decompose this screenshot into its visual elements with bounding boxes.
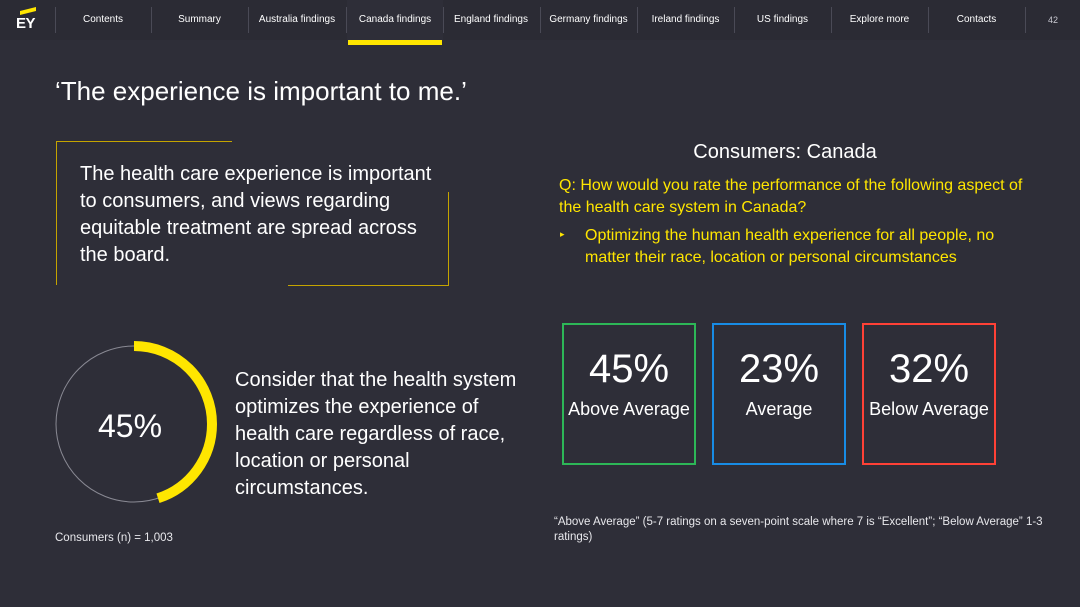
nav-item-summary[interactable]: Summary <box>178 14 221 25</box>
nav-divider <box>928 7 929 33</box>
nav-divider <box>637 7 638 33</box>
page-number: 42 <box>1047 15 1058 25</box>
rating-definition-note: “Above Average” (5-7 ratings on a seven-… <box>554 516 1043 543</box>
nav-divider <box>55 7 56 33</box>
nav-item-england-findings[interactable]: England findings <box>454 14 528 25</box>
stat-value: 32% <box>888 347 970 391</box>
nav-divider <box>540 7 541 33</box>
nav-divider <box>346 7 347 33</box>
bracket-line <box>56 141 232 142</box>
donut-value-arc <box>51 341 217 507</box>
bullet-arrow-icon: ▸ <box>560 229 565 239</box>
nav-item-explore-more[interactable]: Explore more <box>849 14 910 25</box>
stat-value: 23% <box>738 347 820 391</box>
nav-divider <box>151 7 152 33</box>
nav-divider <box>734 7 735 33</box>
nav-item-contacts[interactable]: Contacts <box>956 14 997 25</box>
stat-label: Below Average <box>869 399 989 419</box>
stat-value: 45% <box>588 347 670 391</box>
intro-text: The health care experience is important … <box>80 163 432 266</box>
sample-size-note: Consumers (n) = 1,003 <box>55 532 173 544</box>
nav-item-contents[interactable]: Contents <box>82 14 124 25</box>
nav-divider <box>248 7 249 33</box>
nav-item-germany-findings[interactable]: Germany findings <box>549 14 628 25</box>
survey-question: Q: How would you rate the performance of… <box>559 177 1023 216</box>
page-title: ‘The experience is important to me.’ <box>55 76 467 106</box>
logo-text: EY <box>16 15 36 32</box>
nav-item-australia-findings[interactable]: Australia findings <box>258 14 336 25</box>
panel-title: Consumers: Canada <box>693 141 877 163</box>
top-nav: EY Contents Summary Australia findings C… <box>0 0 1080 40</box>
question-aspect: Optimizing the human health experience f… <box>585 227 995 266</box>
nav-item-ireland-findings[interactable]: Ireland findings <box>651 14 720 25</box>
nav-item-us-findings[interactable]: US findings <box>756 14 809 25</box>
stat-label: Above Average <box>568 399 690 419</box>
logo-bar <box>20 7 36 15</box>
donut-chart <box>51 341 217 507</box>
nav-divider <box>443 7 444 33</box>
active-tab-indicator <box>348 40 442 45</box>
donut-value-label: 45% <box>97 408 163 444</box>
stat-label: Average <box>745 399 813 419</box>
bracket-line <box>448 192 449 286</box>
bracket-line <box>56 141 57 285</box>
nav-divider <box>831 7 832 33</box>
bracket-line <box>288 285 449 286</box>
nav-divider <box>1025 7 1026 33</box>
ey-logo[interactable]: EY <box>14 7 42 32</box>
stat-card-average: 23% Average <box>712 323 846 465</box>
stat-card-above-average: 45% Above Average <box>562 323 696 465</box>
stat-card-below-average: 32% Below Average <box>862 323 996 465</box>
nav-item-canada-findings[interactable]: Canada findings <box>347 0 443 40</box>
consider-text: Consider that the health system optimize… <box>235 369 517 499</box>
